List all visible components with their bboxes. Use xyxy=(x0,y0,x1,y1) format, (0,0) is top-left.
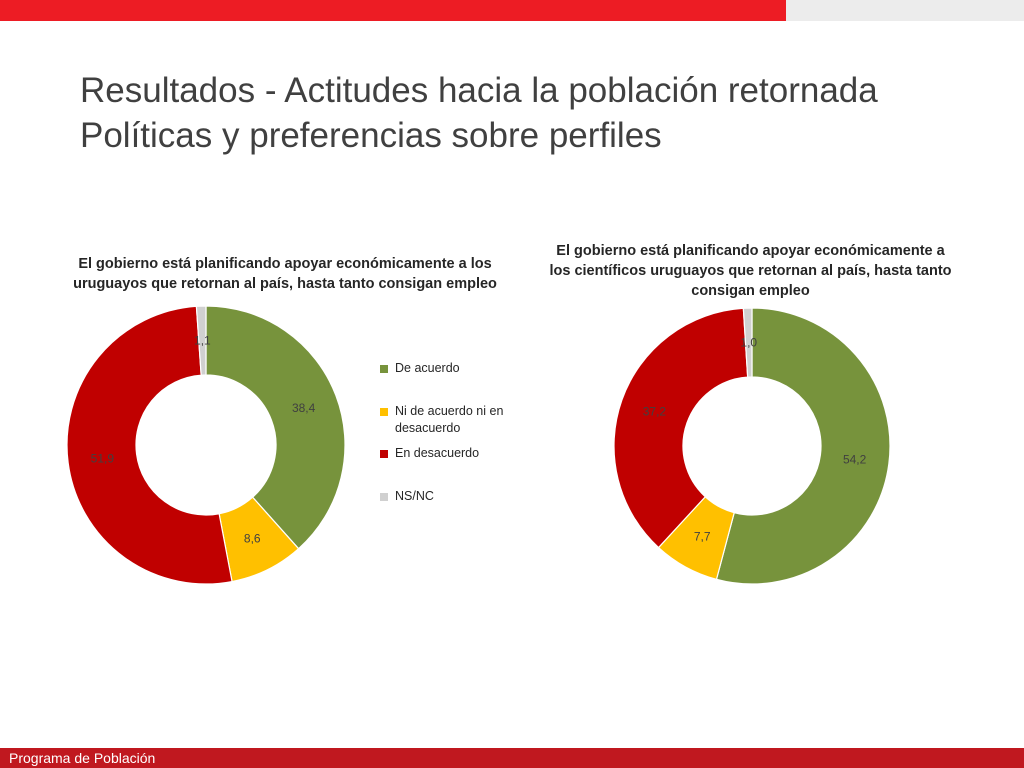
chart-1-slice-4 xyxy=(195,305,207,376)
chart-1-slice-3 xyxy=(66,305,233,585)
legend-swatch-ns-nc xyxy=(380,493,388,501)
slide-title-line-1: Resultados - Actitudes hacia la població… xyxy=(80,71,878,110)
chart-1-data-label-1: 38,4 xyxy=(292,401,316,415)
chart-2-data-label-1: 54,2 xyxy=(843,452,867,466)
legend-swatch-en-desacuerdo xyxy=(380,450,388,458)
chart-1-slice-1 xyxy=(205,305,346,550)
legend-label: En desacuerdo xyxy=(395,446,480,460)
slide-title: Resultados - Actitudes hacia la població… xyxy=(80,68,980,158)
chart-2-slice-1 xyxy=(715,307,891,585)
chart-2-data-label-4: 1,0 xyxy=(740,336,757,350)
chart-1-title: El gobierno está planificando apoyar eco… xyxy=(73,256,497,292)
top-bar-grey-segment xyxy=(786,0,1024,21)
chart-1-data-label-3: 51,9 xyxy=(91,451,115,465)
chart-2-slice-4 xyxy=(742,307,753,378)
legend-label: NS/NC xyxy=(395,489,434,503)
chart-2-slice-3 xyxy=(613,307,749,549)
legend-label: Ni de acuerdo ni en desacuerdo xyxy=(395,404,504,435)
chart-2-data-label-3: 37,2 xyxy=(643,404,667,418)
legend-swatch-ni-de-acuerdo xyxy=(380,408,388,416)
slide-title-line-2: Políticas y preferencias sobre perfiles xyxy=(80,116,662,155)
footer-bar: Programa de Población xyxy=(0,748,1024,768)
chart-2-data-label-2: 7,7 xyxy=(694,530,711,544)
chart-1-data-label-2: 8,6 xyxy=(244,532,261,546)
legend-label: De acuerdo xyxy=(395,361,460,375)
top-accent-bar xyxy=(0,0,786,21)
chart-1-data-label-4: 1,1 xyxy=(194,334,211,348)
legend-swatch-de-acuerdo xyxy=(380,365,388,373)
footer-text: Programa de Población xyxy=(9,750,156,766)
chart-2-title: El gobierno está planificando apoyar eco… xyxy=(549,243,952,299)
